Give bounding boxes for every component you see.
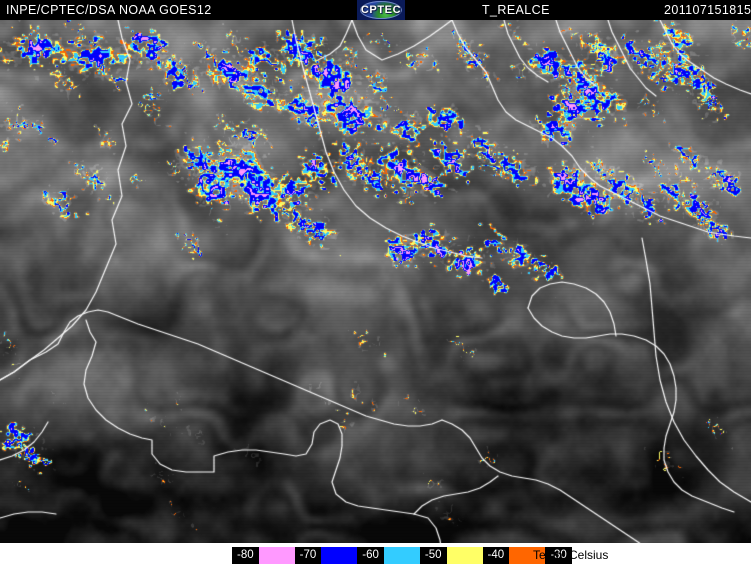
- cptec-logo-text: CPTEC: [360, 4, 402, 16]
- legend-swatch-minus70: [321, 547, 358, 564]
- legend-label-minus30: -30: [550, 549, 567, 561]
- temperature-color-scale: -80 -70 -60 -50 -40 -30: [232, 547, 572, 564]
- legend-swatch-minus50: [446, 547, 483, 564]
- legend-swatch-minus80: [258, 547, 295, 564]
- globe-ring-icon: [360, 1, 402, 19]
- legend-label-minus80: -80: [237, 549, 254, 561]
- satellite-image-canvas: [0, 20, 751, 543]
- satellite-image-area: [0, 20, 751, 543]
- header-product-label: T_REALCE: [482, 3, 550, 17]
- legend-units-label: Temp. Celsius: [533, 548, 609, 562]
- legend-swatch-minus40: [509, 547, 546, 564]
- legend-label-minus50: -50: [424, 549, 442, 561]
- header-timestamp-label: 201107151815: [664, 3, 751, 17]
- legend-label-minus60: -60: [362, 549, 379, 561]
- header-bar: INPE/CPTEC/DSA NOAA GOES12 CPTEC T_REALC…: [0, 0, 751, 20]
- legend-label-minus40: -40: [487, 549, 505, 561]
- legend-bar-area: -80 -70 -60 -50 -40 -30 Temp. Celsius: [0, 543, 751, 568]
- legend-swatch-minus60: [383, 547, 420, 564]
- legend-label-minus70: -70: [299, 549, 317, 561]
- cptec-logo: CPTEC: [357, 0, 405, 20]
- header-source-label: INPE/CPTEC/DSA NOAA GOES12: [6, 3, 212, 17]
